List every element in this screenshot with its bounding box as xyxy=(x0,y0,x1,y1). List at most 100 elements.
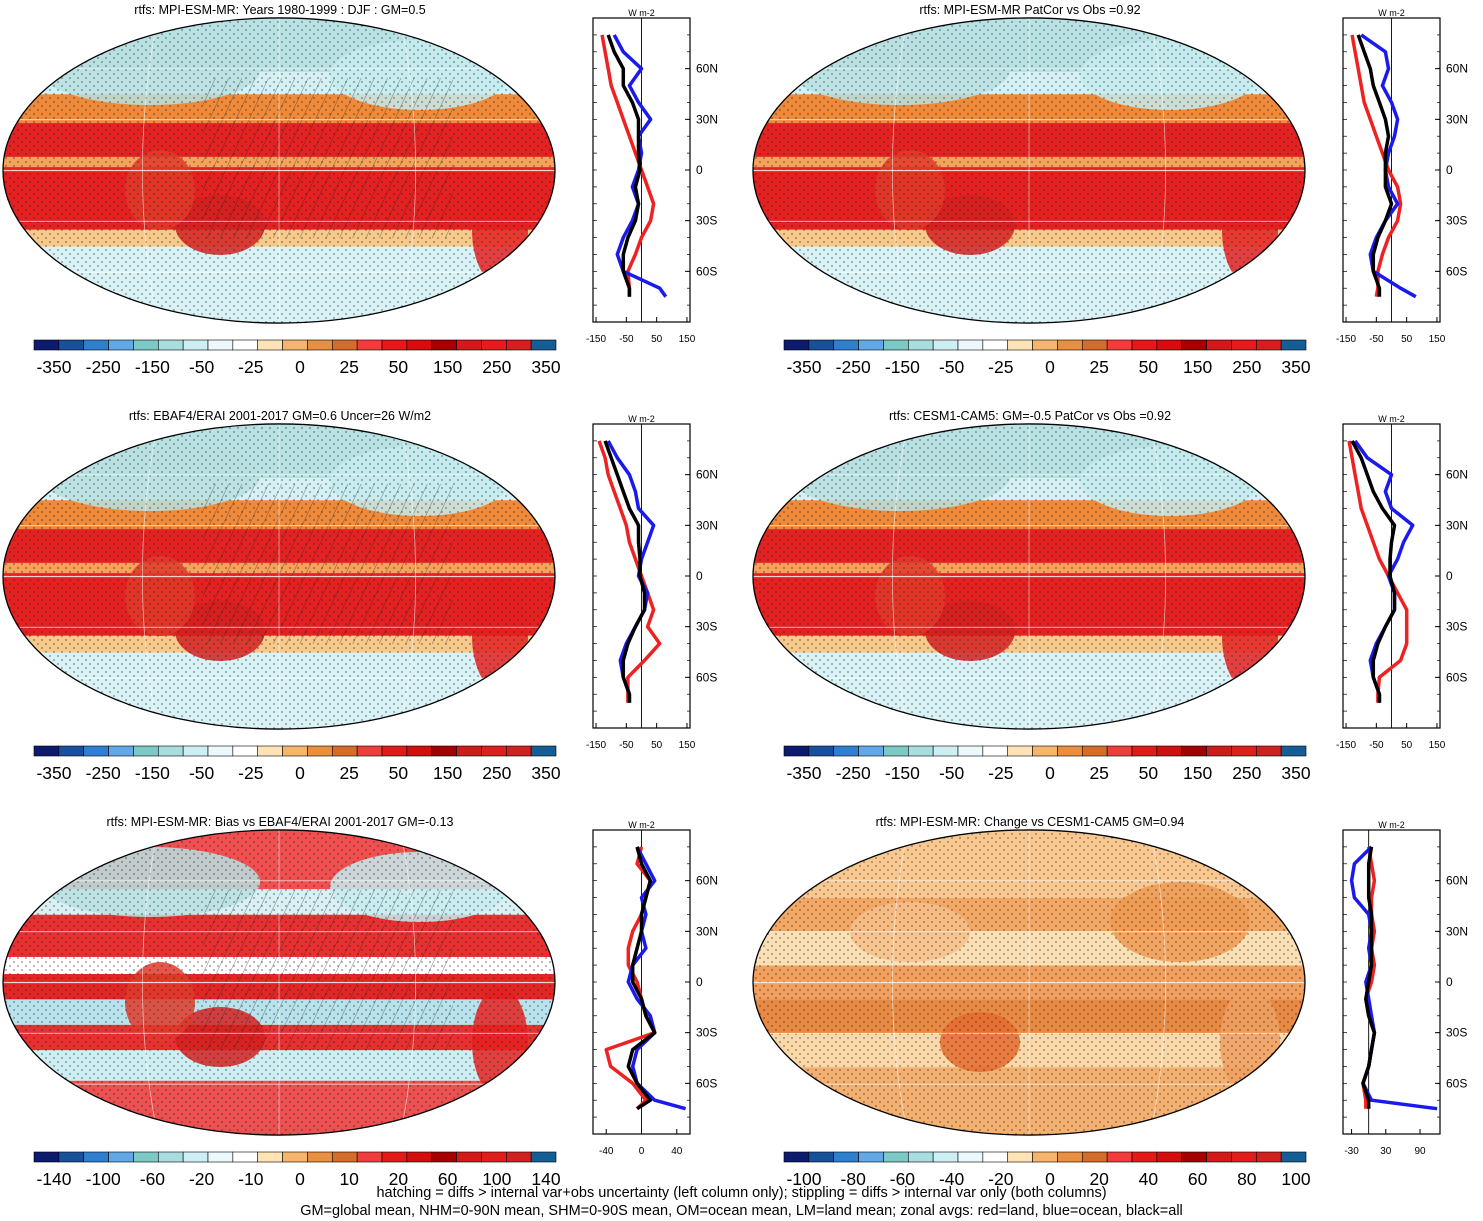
colorbar-tick-label: -25 xyxy=(238,357,263,377)
colorbar-swatch xyxy=(907,1151,934,1163)
profile-x-tick-label: -30 xyxy=(1344,1146,1359,1157)
colorbar-tick-label: 60 xyxy=(1188,1169,1208,1189)
profile-units: W m-2 xyxy=(628,820,655,830)
profile-y-tick-label: 60S xyxy=(696,670,717,684)
colorbar-swatch xyxy=(783,745,810,757)
colorbar-swatch xyxy=(307,1151,333,1163)
colorbar-swatch xyxy=(1131,1151,1158,1163)
colorbar-tick-label: 50 xyxy=(389,357,409,377)
colorbar-tick-label: 20 xyxy=(1089,1169,1109,1189)
colorbar-swatch xyxy=(1032,339,1058,351)
colorbar-tick-label: 0 xyxy=(1045,1169,1055,1189)
colorbar-tick-label: -150 xyxy=(135,357,170,377)
colorbar-tick-label: -250 xyxy=(86,763,121,783)
profile-x-tick-label: -40 xyxy=(599,1146,614,1157)
colorbar-swatch xyxy=(1057,339,1083,351)
colorbar-swatch xyxy=(1032,745,1058,757)
colorbar-tick-label: -60 xyxy=(890,1169,916,1189)
colorbar-swatch xyxy=(1255,1151,1282,1163)
colorbar-swatch xyxy=(33,339,60,351)
colorbar-swatch xyxy=(1007,1151,1033,1163)
colorbar-swatch xyxy=(232,1151,259,1163)
colorbar-swatch xyxy=(1255,339,1282,351)
world-map xyxy=(3,17,555,324)
profile-x-tick-label: -50 xyxy=(1369,740,1384,751)
colorbar-swatch xyxy=(1057,1151,1083,1163)
profile-x-tick-label: 50 xyxy=(1401,740,1413,751)
profile-x-tick-label: 30 xyxy=(1380,1146,1392,1157)
profile-y-tick-label: 30N xyxy=(1446,924,1468,938)
colorbar-swatch xyxy=(1156,745,1183,757)
profile-y-tick-label: 30N xyxy=(696,518,718,532)
colorbar-swatch xyxy=(133,339,159,351)
profile-y-tick-label: 0 xyxy=(696,975,703,989)
footer-line-2: GM=global mean, NHM=0-90N mean, SHM=0-90… xyxy=(300,1203,1183,1219)
profile-y-tick-label: 30N xyxy=(1446,112,1468,126)
colorbar-tick-label: -350 xyxy=(786,357,821,377)
profile-x-tick-label: 150 xyxy=(1429,334,1446,345)
colorbar-swatch xyxy=(456,1151,482,1163)
colorbar-swatch xyxy=(331,339,358,351)
colorbar-tick-label: 150 xyxy=(1183,357,1212,377)
zonal-profile: W m-2 60N 30N 0 30S 60S -30 30 90 xyxy=(1342,820,1468,1157)
colorbar-swatch xyxy=(83,1151,109,1163)
colorbar-swatch xyxy=(157,339,184,351)
profile-y-tick-label: 60S xyxy=(696,1076,717,1090)
colorbar-tick-label: -100 xyxy=(786,1169,821,1189)
profile-x-tick-label: 150 xyxy=(1429,740,1446,751)
profile-x-tick-label: -150 xyxy=(1336,740,1356,751)
map-title: rtfs: MPI-ESM-MR: Bias vs EBAF4/ERAI 200… xyxy=(106,815,454,829)
colorbar-swatch xyxy=(282,745,308,757)
colorbar-tick-label: 250 xyxy=(1232,763,1261,783)
colorbar-tick-label: 0 xyxy=(295,763,305,783)
colorbar-tick-label: -80 xyxy=(841,1169,867,1189)
colorbar-swatch xyxy=(207,1151,234,1163)
colorbar-swatch xyxy=(133,1151,159,1163)
profile-line-black xyxy=(606,34,642,297)
colorbar-tick-label: 25 xyxy=(339,763,358,783)
colorbar-swatch xyxy=(1280,745,1307,757)
colorbar-swatch xyxy=(505,745,532,757)
colorbar-swatch xyxy=(331,745,358,757)
colorbar-swatch xyxy=(58,339,85,351)
panel-2: rtfs: EBAF4/ERAI 2001-2017 GM=0.6 Uncer=… xyxy=(0,406,741,813)
colorbar-swatch xyxy=(232,339,259,351)
profile-y-tick-label: 30S xyxy=(696,620,717,634)
colorbar-swatch xyxy=(282,1151,308,1163)
profile-x-tick-label: 50 xyxy=(651,740,663,751)
colorbar-tick-label: 250 xyxy=(482,357,511,377)
colorbar-swatch xyxy=(83,339,109,351)
colorbar-swatch xyxy=(783,1151,810,1163)
colorbar-tick-label: 40 xyxy=(1139,1169,1159,1189)
colorbar-swatch xyxy=(982,745,1009,757)
map-title: rtfs: MPI-ESM-MR PatCor vs Obs =0.92 xyxy=(919,3,1141,17)
colorbar-swatch xyxy=(858,745,884,757)
colorbar-tick-label: 0 xyxy=(1045,763,1055,783)
colorbar-tick-label: 50 xyxy=(1139,763,1159,783)
map-outline xyxy=(2,17,556,324)
colorbar-swatch xyxy=(883,1151,909,1163)
profile-x-tick-label: 90 xyxy=(1414,1146,1426,1157)
colorbar-swatch xyxy=(257,1151,283,1163)
profile-line-black xyxy=(603,440,647,703)
profile-x-tick-label: -150 xyxy=(586,334,606,345)
profile-line-red xyxy=(600,34,656,297)
profile-line-red xyxy=(1350,34,1403,298)
colorbar-swatch xyxy=(232,745,259,757)
profile-x-tick-label: -150 xyxy=(1336,334,1356,345)
colorbar-swatch xyxy=(858,1151,884,1163)
panel-5: rtfs: MPI-ESM-MR: Change vs CESM1-CAM5 G… xyxy=(750,812,1483,1219)
colorbar-tick-label: 0 xyxy=(1045,357,1055,377)
colorbar-tick-label: -250 xyxy=(836,763,871,783)
colorbar-swatch xyxy=(1106,339,1133,351)
colorbar-swatch xyxy=(33,1151,60,1163)
colorbar-swatch xyxy=(1156,1151,1183,1163)
profile-y-tick-label: 30S xyxy=(1446,620,1467,634)
profile-line-black xyxy=(1350,440,1397,703)
colorbar-swatch xyxy=(907,339,934,351)
colorbar-swatch xyxy=(33,745,60,757)
colorbar-swatch xyxy=(1231,745,1257,757)
profile-units: W m-2 xyxy=(628,8,655,18)
